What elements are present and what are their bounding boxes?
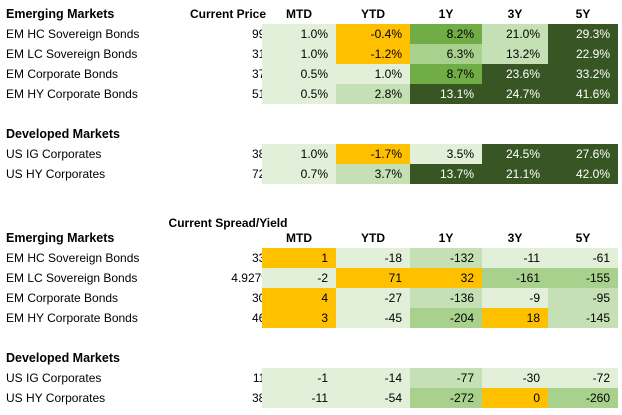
row-label: EM LC Sovereign Bonds — [6, 47, 138, 61]
column-header: Current Spread/Yield — [168, 216, 288, 230]
cell-3y: 21.0% — [482, 24, 548, 44]
cell-mtd: 0.7% — [262, 164, 336, 184]
cell-5y: -61 — [548, 248, 618, 268]
cell-3y: 0 — [482, 388, 548, 408]
cell-ytd: -18 — [336, 248, 410, 268]
row-label: EM LC Sovereign Bonds — [6, 271, 138, 285]
cell-5y: 27.6% — [548, 144, 618, 164]
cell-mtd: -11 — [262, 388, 336, 408]
cell-1y: -136 — [410, 288, 482, 308]
cell-5y: -145 — [548, 308, 618, 328]
row-label: EM HC Sovereign Bonds — [6, 27, 140, 41]
cell-ytd: 2.8% — [336, 84, 410, 104]
row-label: EM HY Corporate Bonds — [6, 311, 138, 325]
cell-5y: 22.9% — [548, 44, 618, 64]
cell-1y: 8.7% — [410, 64, 482, 84]
column-header: Current Price — [189, 7, 267, 21]
cell-mtd: 1.0% — [262, 44, 336, 64]
current-value: 4.927% — [231, 271, 272, 285]
cell-1y: 6.3% — [410, 44, 482, 64]
cell-3y: -161 — [482, 268, 548, 288]
column-header: 1Y — [438, 7, 454, 21]
cell-ytd: -45 — [336, 308, 410, 328]
cell-5y: -72 — [548, 368, 618, 388]
cell-mtd: -1 — [262, 368, 336, 388]
cell-5y: -95 — [548, 288, 618, 308]
cell-1y: -204 — [410, 308, 482, 328]
cell-mtd: 3 — [262, 308, 336, 328]
row-label: EM Corporate Bonds — [6, 67, 119, 81]
column-header: 1Y — [438, 231, 454, 245]
column-header: YTD — [361, 7, 385, 21]
cell-ytd: 71 — [336, 268, 410, 288]
cell-3y: -30 — [482, 368, 548, 388]
cell-3y: 24.7% — [482, 84, 548, 104]
cell-mtd: 0.5% — [262, 64, 336, 84]
cell-3y: 21.1% — [482, 164, 548, 184]
cell-ytd: 1.0% — [336, 64, 410, 84]
section-title: Developed Markets — [6, 351, 120, 365]
column-header: MTD — [286, 231, 312, 245]
cell-ytd: -1.2% — [336, 44, 410, 64]
cell-mtd: 1.0% — [262, 144, 336, 164]
cell-3y: 13.2% — [482, 44, 548, 64]
cell-3y: 18 — [482, 308, 548, 328]
cell-ytd: -1.7% — [336, 144, 410, 164]
cell-ytd: 3.7% — [336, 164, 410, 184]
cell-1y: -272 — [410, 388, 482, 408]
cell-3y: 23.6% — [482, 64, 548, 84]
section-title: Emerging Markets — [6, 231, 115, 245]
section-title: Emerging Markets — [6, 7, 115, 21]
cell-ytd: -27 — [336, 288, 410, 308]
cell-1y: -77 — [410, 368, 482, 388]
column-header: MTD — [286, 7, 312, 21]
row-label: EM HC Sovereign Bonds — [6, 251, 140, 265]
row-label: US IG Corporates — [6, 371, 102, 385]
cell-3y: 24.5% — [482, 144, 548, 164]
cell-1y: 13.1% — [410, 84, 482, 104]
cell-mtd: 4 — [262, 288, 336, 308]
column-header: 3Y — [507, 7, 523, 21]
row-label: EM HY Corporate Bonds — [6, 87, 138, 101]
cell-mtd: 1 — [262, 248, 336, 268]
cell-ytd: -14 — [336, 368, 410, 388]
cell-mtd: 1.0% — [262, 24, 336, 44]
cell-3y: -11 — [482, 248, 548, 268]
cell-mtd: -2 — [262, 268, 336, 288]
section-title: Developed Markets — [6, 127, 120, 141]
cell-5y: 42.0% — [548, 164, 618, 184]
cell-5y: -155 — [548, 268, 618, 288]
cell-1y: 32 — [410, 268, 482, 288]
row-label: EM Corporate Bonds — [6, 291, 119, 305]
cell-5y: 33.2% — [548, 64, 618, 84]
column-header: 3Y — [507, 231, 523, 245]
cell-1y: 8.2% — [410, 24, 482, 44]
row-label: US IG Corporates — [6, 147, 102, 161]
column-header: 5Y — [575, 231, 591, 245]
row-label: US HY Corporates — [6, 167, 106, 181]
cell-5y: 41.6% — [548, 84, 618, 104]
cell-3y: -9 — [482, 288, 548, 308]
cell-mtd: 0.5% — [262, 84, 336, 104]
cell-ytd: -54 — [336, 388, 410, 408]
column-header: 5Y — [575, 7, 591, 21]
row-label: US HY Corporates — [6, 391, 106, 405]
cell-5y: 29.3% — [548, 24, 618, 44]
cell-1y: 3.5% — [410, 144, 482, 164]
cell-5y: -260 — [548, 388, 618, 408]
cell-1y: 13.7% — [410, 164, 482, 184]
cell-ytd: -0.4% — [336, 24, 410, 44]
column-header: YTD — [361, 231, 385, 245]
cell-1y: -132 — [410, 248, 482, 268]
